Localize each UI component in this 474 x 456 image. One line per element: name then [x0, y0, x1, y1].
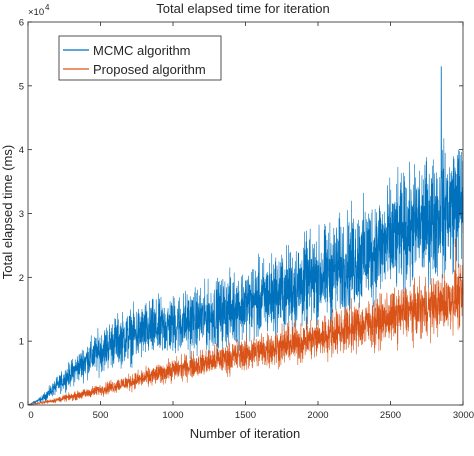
x-tick-label: 1000 [162, 410, 183, 421]
y-multiplier-base: ×10 [28, 7, 44, 18]
y-tick-label: 0 [19, 401, 24, 412]
legend-label-proposed: Proposed algorithm [93, 62, 206, 77]
legend: MCMC algorithm Proposed algorithm [58, 35, 222, 81]
series-line-mcmc [27, 66, 464, 406]
y-tick-label: 5 [19, 81, 24, 92]
x-tick-label: 3000 [453, 410, 474, 421]
x-axis-label: Number of iteration [190, 426, 301, 441]
x-tick-label: 500 [93, 410, 109, 421]
y-multiplier-exponent: 4 [45, 3, 50, 12]
x-tick-label: 2500 [380, 410, 401, 421]
series-line-proposed [27, 238, 464, 406]
y-axis-label: Total elapsed time (ms) [0, 145, 15, 279]
y-tick-label: 4 [19, 145, 24, 156]
y-tick-label: 6 [19, 18, 24, 29]
y-axis: 0 1 2 3 4 5 6 [19, 18, 463, 412]
x-tick-label: 0 [28, 410, 33, 421]
legend-box [58, 35, 222, 81]
y-tick-label: 1 [19, 337, 24, 348]
series-layer [27, 66, 464, 406]
y-tick-label: 3 [19, 209, 24, 220]
y-tick-label: 2 [19, 273, 24, 284]
x-axis: 0 500 1000 1500 2000 2500 3000 [27, 22, 474, 421]
y-axis-multiplier: ×10 4 [28, 3, 50, 18]
x-tick-label: 1500 [235, 410, 256, 421]
x-tick-label: 2000 [307, 410, 328, 421]
legend-label-mcmc: MCMC algorithm [93, 43, 191, 58]
chart-title: Total elapsed time for iteration [156, 1, 329, 16]
